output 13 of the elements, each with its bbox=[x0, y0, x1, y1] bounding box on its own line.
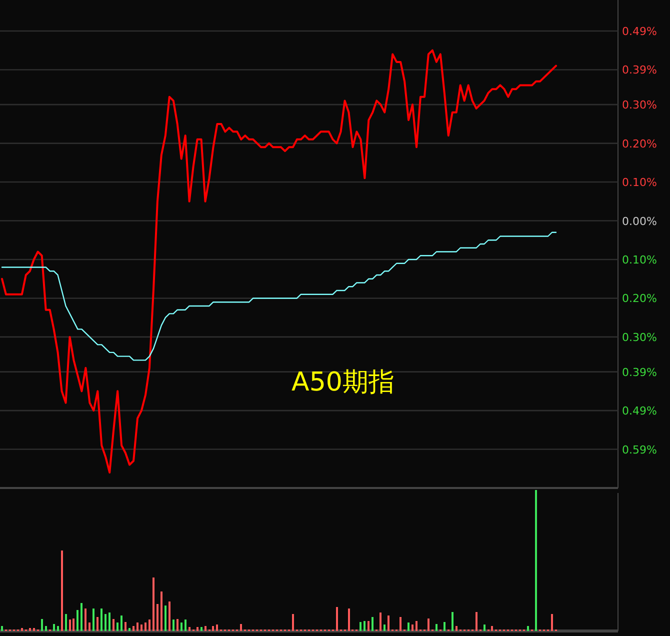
tick-label: 0.49% bbox=[622, 404, 657, 418]
tick-label: 0.49% bbox=[622, 24, 657, 38]
tick-label: 0.30% bbox=[622, 98, 657, 112]
tick-label: 0.20% bbox=[622, 137, 657, 150]
tick-label: 0.00% bbox=[622, 214, 657, 228]
annotation: A50期指 bbox=[292, 367, 394, 398]
tick-label: 0.39% bbox=[622, 366, 657, 379]
tick-label: 0.59% bbox=[622, 443, 657, 456]
tick-label: 0.10% bbox=[622, 254, 657, 266]
tick-label: 0.10% bbox=[622, 176, 657, 190]
tick-label: 0.30% bbox=[622, 330, 657, 344]
tick-label: 0.39% bbox=[622, 64, 657, 77]
tick-label: 0.20% bbox=[622, 292, 657, 306]
